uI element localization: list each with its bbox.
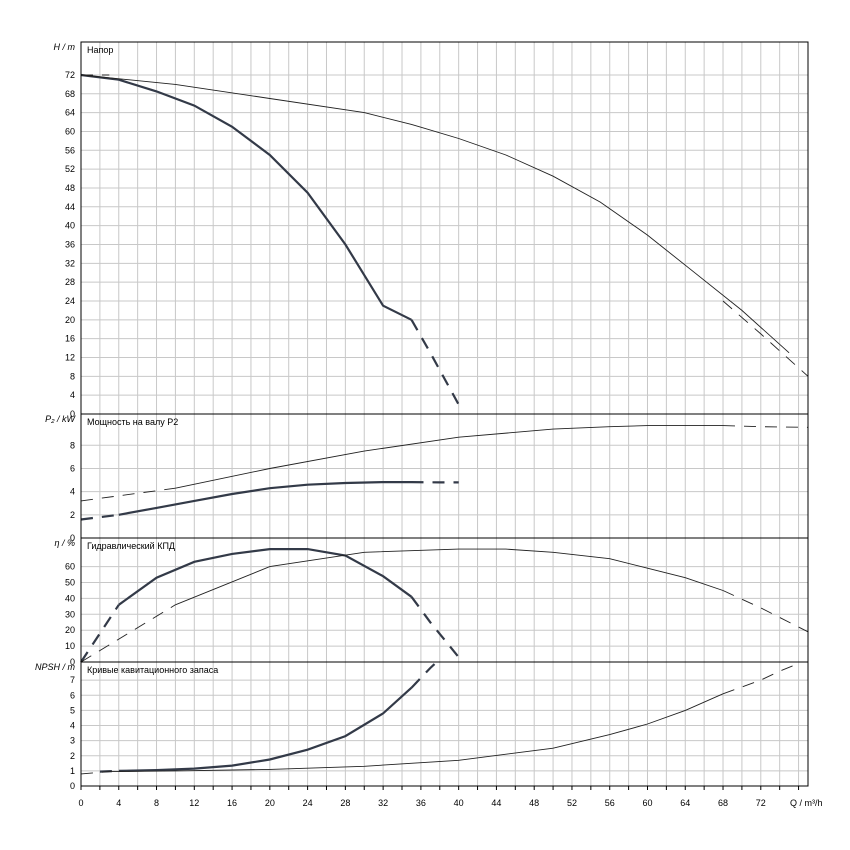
curve-thin <box>175 548 724 606</box>
x-tick-label: 64 <box>680 798 690 808</box>
y-tick-label: 0 <box>70 409 75 419</box>
y-axis-label: NPSH / m <box>35 662 76 672</box>
y-tick-label: 0 <box>70 657 75 667</box>
y-tick-label: 36 <box>65 239 75 249</box>
x-tick-label: 56 <box>605 798 615 808</box>
y-tick-label: 0 <box>70 533 75 543</box>
y-tick-label: 28 <box>65 277 75 287</box>
x-tick-label: 0 <box>78 798 83 808</box>
curve-thin <box>722 663 799 695</box>
curve-thin <box>80 487 176 502</box>
x-tick-label: 12 <box>189 798 199 808</box>
x-tick-label: 28 <box>340 798 350 808</box>
x-tick-label: 36 <box>416 798 426 808</box>
text-layer: 04812162024283236404448525660646872Напор… <box>35 42 766 808</box>
y-tick-label: 6 <box>70 690 75 700</box>
x-tick-label: 72 <box>756 798 766 808</box>
x-tick-label: 44 <box>491 798 501 808</box>
x-tick-label: 68 <box>718 798 728 808</box>
curve-layer <box>80 73 809 775</box>
curve-thin <box>109 693 724 773</box>
y-tick-label: 5 <box>70 705 75 715</box>
y-tick-label: 68 <box>65 89 75 99</box>
curve-thick <box>410 662 436 689</box>
panel-title: Напор <box>87 45 113 55</box>
curve-thick <box>80 513 119 521</box>
y-tick-label: 56 <box>65 145 75 155</box>
x-tick-label: 48 <box>529 798 539 808</box>
y-tick-label: 4 <box>70 390 75 400</box>
curve-thin <box>80 771 110 775</box>
y-tick-label: 40 <box>65 593 75 603</box>
y-tick-label: 6 <box>70 463 75 473</box>
y-tick-label: 44 <box>65 202 75 212</box>
y-tick-label: 3 <box>70 736 75 746</box>
plot-frame <box>80 41 809 787</box>
y-tick-label: 20 <box>65 315 75 325</box>
curve-thick <box>118 481 412 516</box>
x-tick-label: 52 <box>567 798 577 808</box>
x-tick-label: 24 <box>303 798 313 808</box>
curve-thin <box>722 425 809 428</box>
curve-thin <box>175 425 723 489</box>
y-axis-label: P₂ / kW <box>45 414 76 424</box>
x-tick-label: 20 <box>265 798 275 808</box>
x-tick-label: 32 <box>378 798 388 808</box>
x-tick-label: 4 <box>116 798 121 808</box>
y-axis-label: H / m <box>54 42 76 52</box>
curve-thick <box>118 548 413 606</box>
x-tick-label: 16 <box>227 798 237 808</box>
y-tick-label: 32 <box>65 258 75 268</box>
y-tick-label: 1 <box>70 766 75 776</box>
y-tick-label: 30 <box>65 609 75 619</box>
frame-layer <box>80 41 809 790</box>
x-tick-label: 8 <box>154 798 159 808</box>
y-axis-label: η / % <box>54 538 75 548</box>
y-tick-label: 12 <box>65 352 75 362</box>
curve-thin <box>80 604 176 663</box>
y-tick-label: 4 <box>70 487 75 497</box>
y-tick-label: 50 <box>65 578 75 588</box>
curve-thin <box>722 300 809 377</box>
y-tick-label: 2 <box>70 751 75 761</box>
y-tick-label: 64 <box>65 108 75 118</box>
y-tick-label: 72 <box>65 70 75 80</box>
y-tick-label: 0 <box>70 781 75 791</box>
curve-thick <box>410 596 460 658</box>
y-tick-label: 4 <box>70 721 75 731</box>
x-axis-label: Q / m³/h <box>790 798 823 808</box>
curve-thick <box>80 604 120 663</box>
y-tick-label: 7 <box>70 675 75 685</box>
y-tick-label: 20 <box>65 625 75 635</box>
x-tick-label: 40 <box>454 798 464 808</box>
curve-thick <box>410 319 460 406</box>
y-tick-label: 60 <box>65 126 75 136</box>
curve-thick <box>80 73 412 321</box>
curve-thin <box>722 590 809 633</box>
curve-thick <box>118 686 413 772</box>
y-tick-label: 10 <box>65 641 75 651</box>
y-tick-label: 60 <box>65 562 75 572</box>
y-tick-label: 8 <box>70 371 75 381</box>
y-tick-label: 52 <box>65 164 75 174</box>
y-tick-label: 24 <box>65 296 75 306</box>
x-tick-label: 60 <box>642 798 652 808</box>
panel-title: Мощность на валу P2 <box>87 417 178 427</box>
panel-title: Кривые кавитационного запаса <box>87 665 218 675</box>
panel-title: Гидравлический КПД <box>87 541 175 551</box>
y-tick-label: 48 <box>65 183 75 193</box>
curve-thin <box>80 74 790 354</box>
y-tick-label: 40 <box>65 221 75 231</box>
y-tick-label: 8 <box>70 440 75 450</box>
y-tick-label: 2 <box>70 510 75 520</box>
y-tick-label: 16 <box>65 334 75 344</box>
